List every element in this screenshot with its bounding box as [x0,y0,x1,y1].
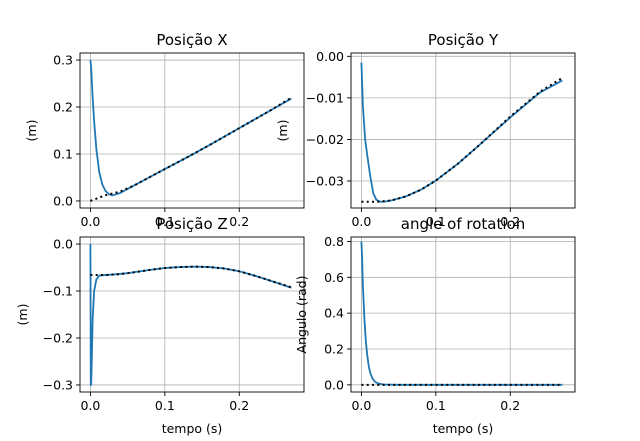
x-tick-label: 0.1 [426,398,446,413]
y-tick-label: 0.3 [53,53,73,68]
y-tick-label: −0.1 [43,284,73,299]
chart-title: Posição Y [428,31,499,49]
plot-area [80,237,304,392]
x-tick-label: 0.2 [229,398,249,413]
plot-area [351,237,575,392]
y-tick-label: −0.02 [306,132,344,147]
x-tick-label: 0.0 [351,398,371,413]
y-tick-label: 0.1 [53,146,73,161]
y-tick-label: 0.00 [316,49,344,64]
x-axis-label: tempo (s) [162,421,223,436]
x-axis-label: tempo (s) [433,421,494,436]
y-tick-label: 0.8 [324,234,344,249]
y-tick-label: 0.0 [53,193,73,208]
y-tick-label: 0.2 [53,100,73,115]
x-tick-label: 0.1 [426,214,446,229]
x-tick-label: 0.1 [155,398,175,413]
y-axis-label: (m) [15,304,30,326]
y-tick-label: −0.3 [43,377,73,392]
plot-area [351,53,575,208]
chart-panel-3: 0.0 0.1 0.2 0.0 −0.1 −0.2 −0.3 Posição Z (m) temp… [15,215,305,436]
y-tick-label: 0.6 [324,270,344,285]
chart-title: Posição X [156,31,227,49]
chart-panel-4: 0.0 0.1 0.2 0.0 0.2 0.4 0.6 0.8 angle of rotatio… [294,215,576,436]
x-tick-label: 0.0 [80,398,100,413]
axes-frame [350,52,576,209]
axes-frame [350,236,576,393]
y-axis-label: (m) [24,120,39,142]
y-tick-label: −0.03 [306,173,344,188]
chart-panel-2: 0.0 0.1 0.2 0.00 −0.01 −0.02 −0.03 Posição Y (m) [275,31,576,229]
reference-series-line [90,96,292,202]
y-tick-label: 0.4 [324,306,344,321]
y-tick-label: 0.0 [53,237,73,252]
plot-area [80,53,304,208]
y-tick-label: 0.0 [324,377,344,392]
axes-frame [79,236,305,393]
x-tick-label: 0.0 [351,214,371,229]
reference-series-line [90,265,292,289]
chart-panel-1: 0.0 0.1 0.2 0.0 0.1 0.2 0.3 Posição X (m) [24,31,305,229]
y-axis-label: (m) [275,120,290,142]
y-axis-label: Angulo (rad) [294,276,309,354]
x-tick-label: 0.2 [229,214,249,229]
measured-series-line [89,59,292,197]
x-tick-label: 0.2 [500,214,520,229]
y-tick-label: −0.2 [43,330,73,345]
y-tick-label: −0.01 [306,90,344,105]
x-tick-label: 0.1 [155,214,175,229]
x-tick-label: 0.0 [80,214,100,229]
chart-title: angle of rotation [401,215,525,233]
chart-title: Posição Z [156,215,227,233]
measured-series-line [360,241,563,386]
axes-frame [79,52,305,209]
x-tick-label: 0.2 [500,398,520,413]
y-tick-label: 0.2 [324,341,344,356]
